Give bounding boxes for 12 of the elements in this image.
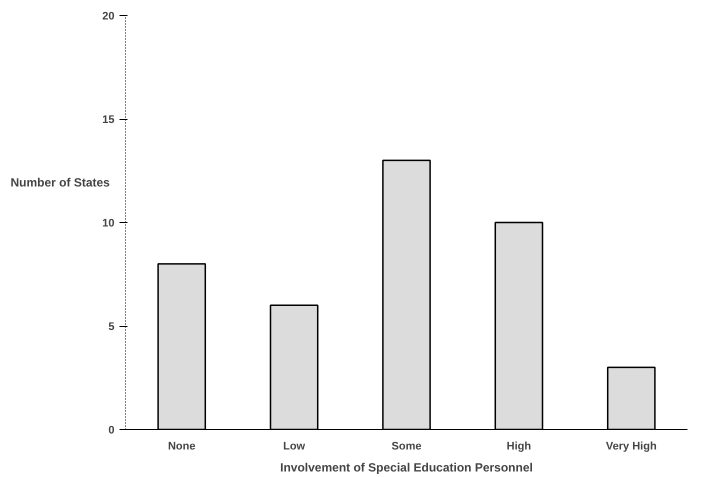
x-tick-label: Some	[392, 440, 422, 452]
y-tick-label: 15	[102, 114, 115, 126]
x-axis-title: Involvement of Special Education Personnel	[280, 460, 533, 474]
y-tick-label: 5	[108, 321, 115, 333]
x-tick-label: None	[168, 440, 196, 452]
x-tick-label: Very High	[606, 440, 657, 452]
x-tick-label: Low	[283, 440, 306, 452]
x-tick-label: High	[506, 440, 532, 452]
y-tick-label: 10	[102, 218, 115, 230]
y-tick-label: 20	[102, 10, 115, 22]
y-axis-title: Number of States	[10, 176, 110, 190]
y-tick-label: 0	[108, 424, 115, 436]
